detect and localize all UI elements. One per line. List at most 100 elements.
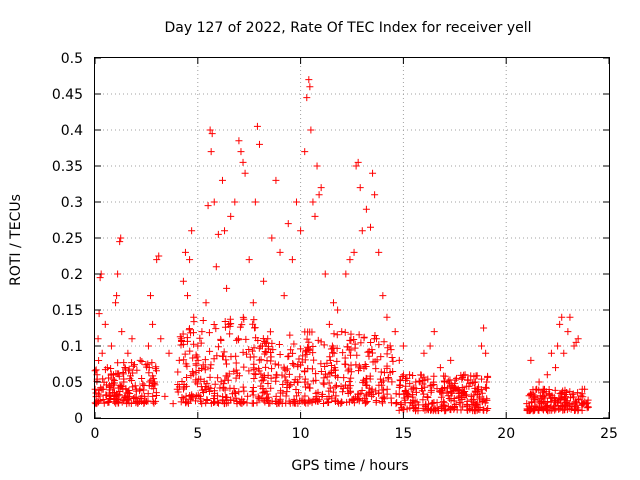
background-point — [310, 356, 318, 364]
background-point — [420, 390, 428, 398]
background-point — [428, 399, 436, 407]
background-point — [148, 359, 156, 367]
background-point — [578, 399, 586, 407]
background-point — [257, 370, 265, 378]
background-point — [232, 359, 240, 367]
background-point — [546, 390, 554, 398]
data-point — [329, 299, 337, 307]
background-point — [222, 393, 230, 401]
data-point — [136, 356, 144, 364]
y-tick-label: 0.25 — [52, 231, 83, 247]
data-point — [338, 328, 346, 336]
background-point — [551, 406, 559, 414]
data-point — [369, 169, 377, 177]
background-point — [423, 393, 431, 401]
background-point — [253, 399, 261, 407]
background-point — [301, 375, 309, 383]
data-point — [110, 371, 118, 379]
background-point — [463, 382, 471, 390]
background-point — [484, 405, 492, 413]
background-point — [240, 315, 248, 323]
background-point — [230, 385, 238, 393]
background-point — [152, 397, 160, 405]
background-point — [421, 383, 429, 391]
background-point — [351, 340, 359, 348]
background-point — [152, 367, 160, 375]
data-point — [317, 184, 325, 192]
background-point — [125, 367, 133, 375]
background-point — [149, 392, 157, 400]
background-point — [409, 385, 417, 393]
background-point — [92, 366, 100, 374]
data-point — [430, 328, 438, 336]
data-point — [350, 248, 358, 256]
background-point — [252, 334, 260, 342]
x-tick-label: 25 — [600, 426, 618, 442]
data-point — [560, 349, 568, 357]
background-point — [355, 362, 363, 370]
background-point — [124, 395, 132, 403]
background-point — [240, 387, 248, 395]
background-point — [410, 384, 418, 392]
background-point — [345, 378, 353, 386]
background-point — [372, 398, 380, 406]
background-point — [181, 350, 189, 358]
background-point — [264, 371, 272, 379]
data-point — [367, 223, 375, 231]
chart-title: Day 127 of 2022, Rate Of TEC Index for r… — [164, 20, 531, 36]
data-point — [208, 130, 216, 138]
background-point — [308, 365, 316, 373]
background-point — [432, 407, 440, 415]
data-point — [114, 270, 122, 278]
background-point — [348, 396, 356, 404]
data-point — [523, 400, 531, 408]
background-point — [415, 377, 423, 385]
background-point — [95, 357, 103, 365]
background-point — [303, 335, 311, 343]
data-point — [190, 313, 198, 321]
background-point — [350, 335, 358, 343]
background-point — [132, 393, 140, 401]
background-point — [392, 400, 400, 408]
background-point — [330, 366, 338, 374]
background-point — [302, 347, 310, 355]
background-point — [218, 397, 226, 405]
background-point — [120, 359, 128, 367]
background-point — [267, 374, 275, 382]
background-point — [323, 359, 331, 367]
background-point — [125, 365, 133, 373]
background-point — [457, 406, 465, 414]
data-point — [570, 342, 578, 350]
background-point — [547, 394, 555, 402]
background-point — [380, 386, 388, 394]
background-point — [482, 384, 490, 392]
data-point — [375, 248, 383, 256]
data-point — [181, 248, 189, 256]
background-point — [375, 389, 383, 397]
background-point — [319, 379, 327, 387]
data-point — [334, 306, 342, 314]
data-point — [371, 191, 379, 199]
background-point — [383, 350, 391, 358]
background-point — [450, 386, 458, 394]
background-point — [451, 379, 459, 387]
data-point — [227, 212, 235, 220]
background-point — [583, 404, 591, 412]
background-point — [339, 388, 347, 396]
background-point — [317, 367, 325, 375]
data-point — [478, 342, 486, 350]
background-point — [380, 369, 388, 377]
data-point — [543, 371, 551, 379]
data-point — [98, 349, 106, 357]
background-point — [418, 377, 426, 385]
data-point — [292, 198, 300, 206]
data-point — [169, 400, 177, 408]
background-point — [469, 407, 477, 415]
background-point — [123, 400, 131, 408]
data-point — [311, 212, 319, 220]
background-point — [346, 336, 354, 344]
background-point — [301, 392, 309, 400]
background-point — [207, 384, 215, 392]
background-point — [357, 339, 365, 347]
background-point — [192, 351, 200, 359]
